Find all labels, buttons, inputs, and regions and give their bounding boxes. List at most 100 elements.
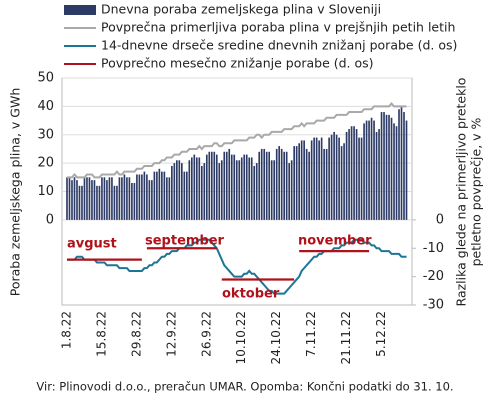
legend-label: Povprečno mesečno znižanje porabe (d. os… <box>101 56 374 71</box>
bar <box>263 148 266 220</box>
y-tick-label: 50 <box>37 71 54 86</box>
x-tick-label: 12.9.22 <box>164 311 178 357</box>
bar <box>273 160 276 220</box>
bar <box>403 112 405 220</box>
bar <box>146 174 148 220</box>
bar <box>171 165 173 220</box>
bar <box>300 140 303 220</box>
bar <box>78 185 81 220</box>
bar <box>103 177 106 220</box>
bar <box>66 177 68 220</box>
bar <box>375 131 378 220</box>
bar <box>96 185 98 220</box>
bar <box>208 151 211 220</box>
bar <box>388 114 390 220</box>
bar <box>168 177 171 220</box>
bar <box>91 180 93 220</box>
annotation: avgust <box>67 237 117 252</box>
bar <box>166 177 168 220</box>
bar <box>121 177 123 220</box>
bar <box>101 177 103 220</box>
bar <box>186 171 188 220</box>
bar <box>228 148 231 220</box>
bar <box>363 123 365 220</box>
bar <box>283 151 286 220</box>
bar <box>340 146 343 220</box>
bar <box>368 120 370 220</box>
bar <box>188 160 191 220</box>
bar <box>141 174 143 220</box>
bar <box>338 137 340 220</box>
bar <box>405 120 408 220</box>
x-tick-label: 1.8.22 <box>60 311 74 349</box>
bar <box>250 157 253 220</box>
bar <box>360 137 363 220</box>
bar <box>151 180 153 220</box>
bar <box>345 131 348 220</box>
bar <box>315 137 318 220</box>
y2-axis-title: petletno povprečje, v % <box>469 117 484 266</box>
bar <box>255 163 258 220</box>
bar <box>265 151 268 220</box>
bar <box>198 157 201 220</box>
bar <box>378 129 380 220</box>
bar <box>176 160 178 220</box>
x-tick-label: 15.8.22 <box>94 311 108 357</box>
legend-label: 14-dnevne drseče sredine dnevnih znižanj… <box>101 38 457 53</box>
bar <box>220 160 223 220</box>
bar <box>193 154 196 220</box>
bar <box>200 165 203 220</box>
bar <box>235 160 238 220</box>
bar <box>385 114 388 220</box>
y-tick-label: 20 <box>37 156 54 171</box>
bar <box>81 185 83 220</box>
bar <box>205 154 208 220</box>
bar <box>148 180 151 220</box>
bar <box>136 174 138 220</box>
y-tick-label: 10 <box>37 184 54 199</box>
bar <box>373 120 375 220</box>
bar <box>260 148 263 220</box>
bar <box>215 154 218 220</box>
line <box>67 102 407 179</box>
bar <box>268 151 271 220</box>
y2-axis-title: Razlika glede na primerljivo preteklo <box>454 78 469 307</box>
bar <box>350 126 353 220</box>
bar <box>118 177 121 220</box>
y-tick-label: 40 <box>37 99 54 114</box>
y2-tick-label: -10 <box>423 241 444 256</box>
legend-label: Povprečna primerljiva poraba plina v pre… <box>101 20 455 35</box>
annotation: oktober <box>222 287 280 302</box>
x-tick-label: 10.10.22 <box>234 311 248 364</box>
y2-tick-label: -30 <box>423 298 444 313</box>
bar <box>83 177 86 220</box>
bar <box>365 120 368 220</box>
bar <box>270 160 273 220</box>
bar <box>318 140 320 220</box>
bar <box>108 177 111 220</box>
legend-box <box>62 2 392 74</box>
bar <box>335 134 338 220</box>
bar <box>76 180 78 220</box>
bar <box>275 148 278 220</box>
bar <box>343 143 345 220</box>
bar <box>203 163 206 220</box>
bar <box>308 151 310 220</box>
y2-tick-label: 0 <box>436 212 444 227</box>
line <box>67 238 407 295</box>
source-note: Vir: Plinovodi d.o.o., preračun UMAR. Op… <box>36 380 453 394</box>
bar <box>325 148 328 220</box>
bar <box>210 151 213 220</box>
y-axis-title: Poraba zemeljskega plina, v GWh <box>8 88 23 296</box>
bar <box>320 137 323 220</box>
bar <box>158 168 161 220</box>
bar <box>230 154 233 220</box>
bar <box>390 117 393 220</box>
bar <box>156 171 158 220</box>
bar <box>358 137 360 220</box>
bar <box>126 177 128 220</box>
x-tick-label: 7.11.22 <box>304 311 318 357</box>
bar <box>328 137 330 220</box>
bar <box>303 140 305 220</box>
annotation: september <box>145 234 225 249</box>
